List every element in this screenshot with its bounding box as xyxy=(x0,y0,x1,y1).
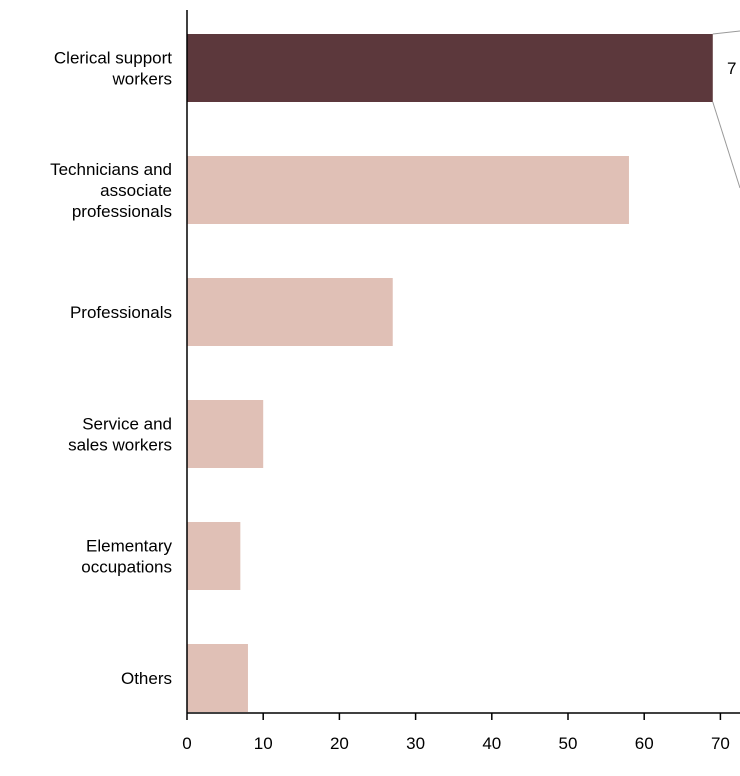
category-label-3-line-1: sales workers xyxy=(68,436,172,455)
category-label-4-line-0: Elementary xyxy=(86,537,172,556)
category-label-1-line-0: Technicians and xyxy=(50,160,172,179)
category-label-5-line-0: Others xyxy=(121,669,172,688)
x-tick-label-5: 50 xyxy=(559,734,578,753)
x-tick-label-0: 0 xyxy=(182,734,191,753)
x-tick-label-2: 20 xyxy=(330,734,349,753)
x-tick-label-6: 60 xyxy=(635,734,654,753)
bar-2 xyxy=(187,278,393,346)
x-tick-label-4: 40 xyxy=(482,734,501,753)
bar-1 xyxy=(187,156,629,224)
x-tick-label-1: 10 xyxy=(254,734,273,753)
bar-3 xyxy=(187,400,264,468)
callout-line-top xyxy=(712,30,740,35)
bar-4 xyxy=(187,522,241,590)
category-label-0-line-1: workers xyxy=(111,70,172,89)
category-label-2-line-0: Professionals xyxy=(70,303,172,322)
callout-line-bottom xyxy=(712,101,740,189)
x-tick-label-7: 70 xyxy=(711,734,730,753)
x-tick-label-3: 30 xyxy=(406,734,425,753)
bars-group xyxy=(187,34,713,712)
category-label-1-line-2: professionals xyxy=(72,202,172,221)
category-label-4-line-1: occupations xyxy=(81,558,172,577)
category-label-0-line-0: Clerical support xyxy=(54,49,172,68)
category-label-3-line-0: Service and xyxy=(82,415,172,434)
callout-value-label: 7 xyxy=(727,59,736,78)
x-ticks-group: 0 10 20 30 40 50 60 70 xyxy=(182,713,730,753)
category-label-1-line-1: associate xyxy=(100,181,172,200)
bar-0 xyxy=(187,34,713,102)
callout-group: 7 xyxy=(712,30,740,189)
axes-group xyxy=(186,10,740,714)
category-labels-group: Clerical support workers Technicians and as… xyxy=(50,49,172,689)
bar-5 xyxy=(187,644,248,712)
